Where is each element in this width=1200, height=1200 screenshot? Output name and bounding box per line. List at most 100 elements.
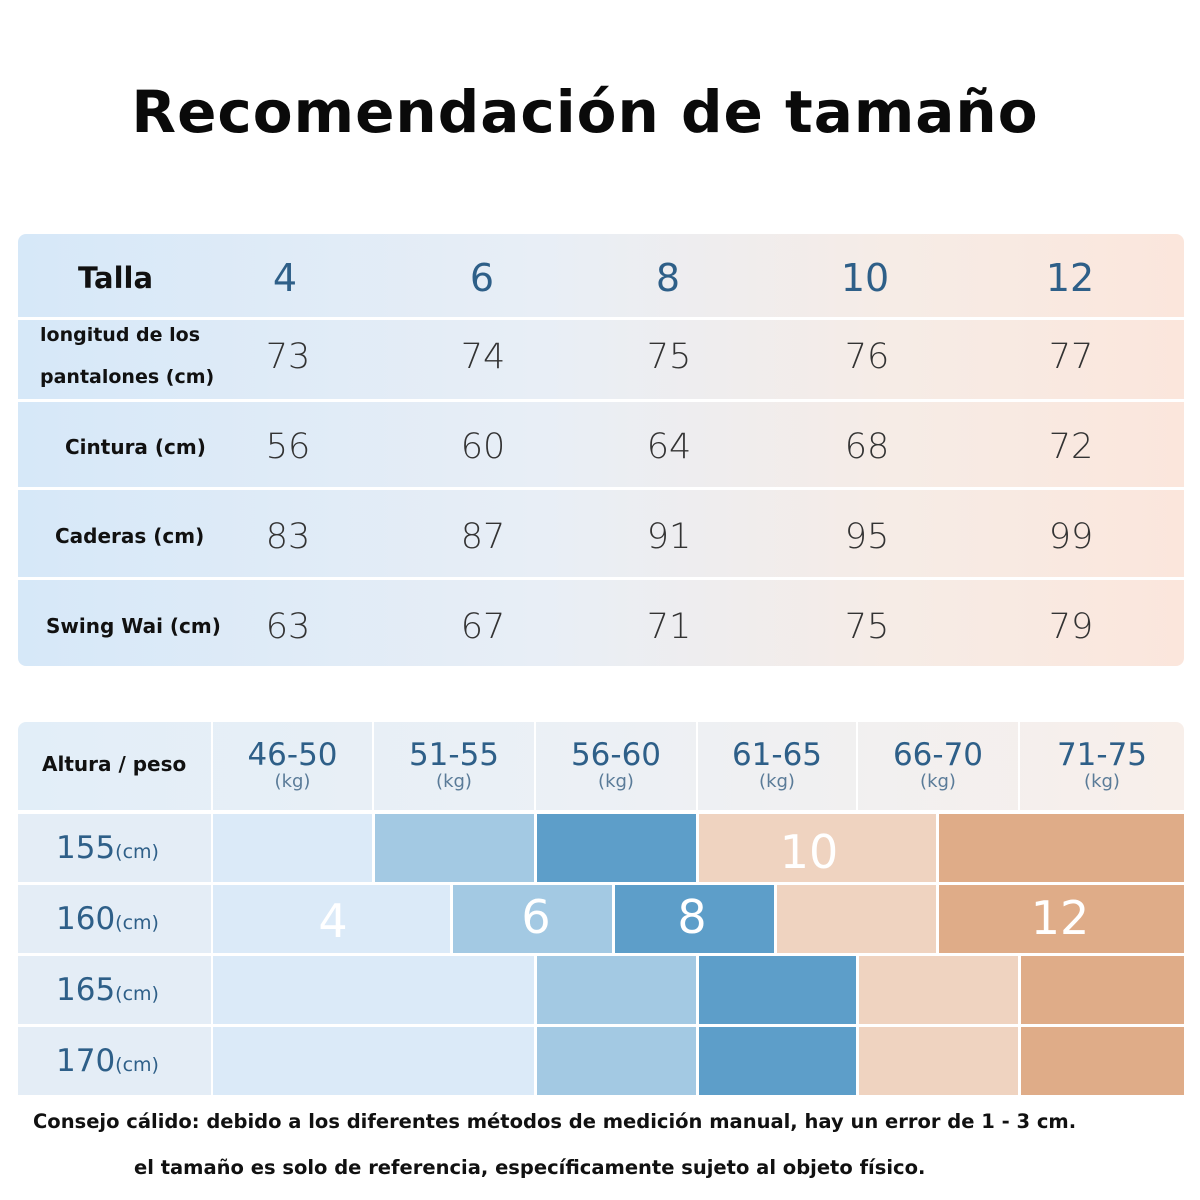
weight-unit: (kg) [274,771,311,792]
weight-range: 66-70 [892,737,984,773]
fit-block-size-12 [939,885,1184,953]
size-header-12: 12 [1045,256,1095,300]
size-label-4: 4 [318,894,348,948]
height-value: 160 [56,901,116,937]
hips-10: 95 [844,517,890,557]
fit-block-size-10 [777,885,936,953]
col-divider [211,722,213,810]
row-divider [18,399,1184,402]
swing-8: 71 [646,607,692,647]
swing-10: 75 [844,607,890,647]
fit-block-size-6 [453,885,612,953]
fit-block-size-4 [213,956,534,1024]
fit-block-size-12 [1021,956,1184,1024]
weight-range: 61-65 [731,737,823,773]
fit-block-size-8 [699,956,856,1024]
col-divider [856,722,858,810]
waist-8: 64 [646,427,692,467]
weight-unit: (kg) [598,771,634,792]
weight-unit: (kg) [759,771,795,792]
hips-4: 83 [265,517,311,557]
size-header-6: 6 [469,256,495,300]
weight-col-5: 66-70 (kg) [858,722,1018,810]
hips-8: 91 [646,517,692,557]
weight-col-4: 61-65 (kg) [698,722,856,810]
size-table: Talla 4 6 8 10 12 longitud de los pantal… [18,234,1184,666]
pants-length-label-line2: pantalones (cm) [40,366,215,388]
fit-block-size-10 [859,1027,1018,1095]
weight-col-6: 71-75 (kg) [1020,722,1184,810]
weight-col-2: 51-55 (kg) [374,722,534,810]
size-header-4: 4 [272,256,298,300]
note-line-1: Consejo cálido: debido a los diferentes … [33,1110,1077,1133]
pants-length-label-line1: longitud de los [40,324,201,346]
weight-col-1: 46-50 (kg) [213,722,372,810]
fit-block-size-12 [1021,1027,1184,1095]
height-unit: (cm) [115,1054,159,1076]
height-row-160: 160(cm) [18,885,211,953]
row-divider [18,577,1184,580]
col-divider [696,722,698,810]
note-line-2: el tamaño es solo de referencia, específ… [134,1156,926,1179]
fit-block-size-10 [859,956,1018,1024]
fit-block-size-6 [375,814,534,882]
fit-block-size-4 [213,814,372,882]
fit-block-size-6 [537,956,696,1024]
weight-unit: (kg) [920,771,956,792]
height-unit: (cm) [115,912,159,934]
height-unit: (cm) [115,983,159,1005]
height-value: 165 [56,972,116,1008]
size-header-label: Talla [78,261,154,295]
fit-block-size-4 [213,885,450,953]
weight-unit: (kg) [436,771,472,792]
waist-12: 72 [1048,427,1094,467]
pants-length-12: 77 [1048,337,1094,377]
row-divider [18,317,1184,320]
page-title: Recomendación de tamaño [131,78,1039,146]
hips-label: Caderas (cm) [55,524,205,548]
height-value: 155 [56,830,116,866]
height-value: 170 [56,1043,116,1079]
fit-block-size-6 [537,1027,696,1095]
waist-4: 56 [265,427,311,467]
size-label-12: 12 [1030,891,1090,945]
fit-block-size-8 [615,885,774,953]
fit-table: Altura / peso 46-50 (kg) 51-55 (kg) 56-6… [18,722,1184,1096]
swing-12: 79 [1048,607,1094,647]
pants-length-4: 73 [265,337,311,377]
fit-block-size-8 [699,1027,856,1095]
size-label-8: 8 [677,890,707,944]
height-row-170: 170(cm) [18,1027,211,1095]
weight-range: 46-50 [247,737,338,773]
col-divider [1018,722,1020,810]
col-divider [534,722,536,810]
size-header-8: 8 [655,256,681,300]
size-header-10: 10 [840,256,890,300]
height-row-155: 155(cm) [18,814,211,882]
waist-label: Cintura (cm) [65,435,206,459]
swing-4: 63 [265,607,311,647]
fit-block-size-4 [213,1027,534,1095]
pants-length-6: 74 [460,337,506,377]
row-divider [18,487,1184,490]
swing-label: Swing Wai (cm) [46,614,221,638]
fit-block-size-12 [939,814,1184,882]
pants-length-10: 76 [844,337,890,377]
fit-block-size-10 [699,814,936,882]
hips-6: 87 [460,517,506,557]
waist-6: 60 [460,427,506,467]
height-unit: (cm) [115,841,159,863]
weight-range: 51-55 [408,737,500,773]
weight-range: 71-75 [1056,737,1148,773]
weight-unit: (kg) [1084,771,1120,792]
fit-header-label: Altura / peso [42,752,187,776]
height-row-165: 165(cm) [18,956,211,1024]
fit-block-size-8 [537,814,696,882]
col-divider [372,722,374,810]
size-label-10: 10 [779,825,839,879]
size-label-6: 6 [521,890,551,944]
swing-6: 67 [460,607,506,647]
hips-12: 99 [1048,517,1094,557]
waist-10: 68 [844,427,890,467]
weight-range: 56-60 [570,737,662,773]
